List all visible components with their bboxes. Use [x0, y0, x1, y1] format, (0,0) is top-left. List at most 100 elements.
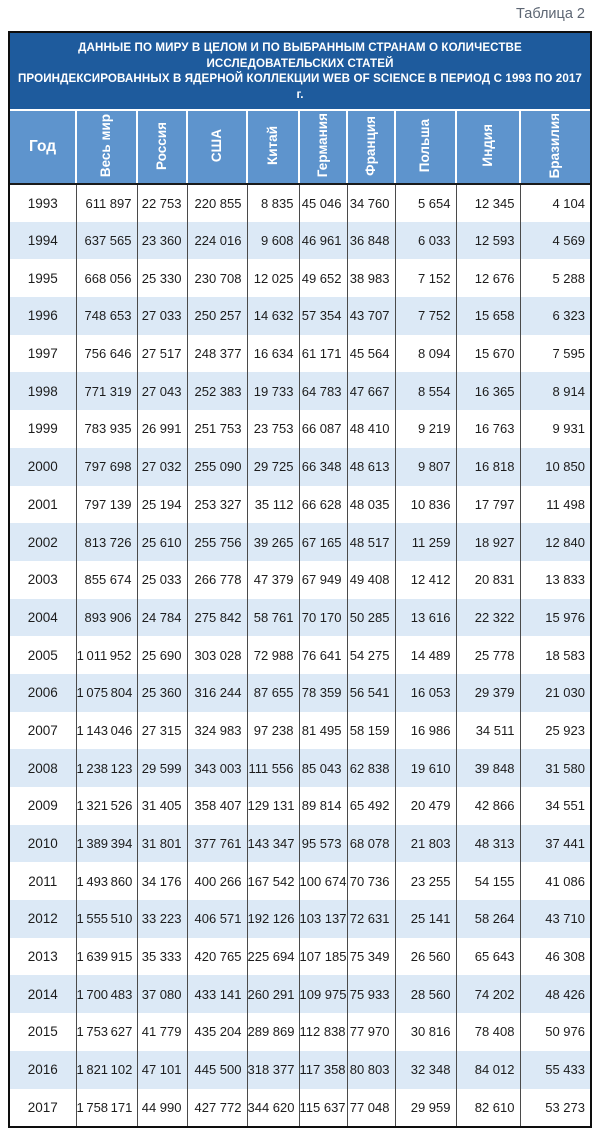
year-cell: 2013 [27, 949, 58, 965]
value-cell-ves-mir: 748 653 [75, 297, 137, 335]
table-row: 2016 1 821 102 47 101 445 500 318 377 117 358… [10, 1050, 590, 1089]
value-cell-polsha: 19 610 [394, 749, 456, 787]
value-cell-braziliya: 9 931 [519, 410, 590, 448]
value-cell-polsha: 16 986 [394, 711, 456, 750]
value-cell-rossiya: 44 990 [136, 1088, 187, 1127]
value-cell-kitay: 47 379 [246, 560, 299, 599]
value-cell-ssha: 343 003 [186, 749, 247, 787]
year-cell: 2009 [27, 798, 58, 814]
year-cell: 2015 [27, 1024, 58, 1040]
value-cell-ssha: 324 983 [186, 711, 247, 750]
table-row: 1993 611 897 22 753 220 855 8 835 45 046 34 76… [10, 184, 590, 222]
table-row: 2017 1 758 171 44 990 427 772 344 620 115 637… [10, 1088, 590, 1127]
value-cell-rossiya: 27 032 [136, 447, 187, 486]
value-cell-ves-mir: 1 493 860 [75, 862, 137, 901]
value-cell-braziliya: 15 976 [519, 598, 590, 637]
value-cell-ves-mir: 668 056 [75, 259, 137, 298]
value-cell-indiya: 16 365 [455, 372, 520, 411]
value-cell-indiya: 25 778 [455, 636, 520, 674]
value-cell-germaniya: 117 358 [298, 1050, 347, 1089]
value-cell-indiya: 42 866 [455, 787, 520, 825]
value-cell-indiya: 15 670 [455, 334, 520, 373]
year-cell: 2007 [27, 722, 58, 738]
value-cell-ssha: 255 756 [186, 523, 247, 561]
value-cell-rossiya: 33 223 [136, 900, 187, 938]
year-cell: 2010 [27, 836, 58, 852]
value-cell-kitay: 143 347 [246, 824, 299, 863]
value-cell-braziliya: 41 086 [519, 862, 590, 901]
value-cell-braziliya: 25 923 [519, 711, 590, 750]
value-cell-ssha: 427 772 [186, 1088, 247, 1127]
year-cell: 2004 [27, 609, 58, 625]
value-cell-frantsiya: 45 564 [346, 334, 395, 373]
table-caption: Таблица 2 [516, 6, 585, 22]
value-cell-rossiya: 25 610 [136, 523, 187, 561]
value-cell-kitay: 29 725 [246, 447, 299, 486]
value-cell-ves-mir: 797 139 [75, 485, 137, 524]
value-cell-frantsiya: 72 631 [346, 900, 395, 938]
value-cell-ves-mir: 813 726 [75, 523, 137, 561]
column-header-germaniya: Германия [298, 111, 347, 185]
value-cell-germaniya: 67 949 [298, 560, 347, 599]
value-cell-ssha: 248 377 [186, 334, 247, 373]
value-cell-ves-mir: 1 011 952 [75, 636, 137, 674]
column-header-ves-mir: Весь мир [75, 111, 137, 185]
table-row: 2006 1 075 804 25 360 316 244 87 655 78 359 56… [10, 673, 590, 712]
value-cell-kitay: 167 542 [246, 862, 299, 901]
column-header-label: Индия [479, 124, 495, 167]
value-cell-ssha: 230 708 [186, 259, 247, 298]
value-cell-germaniya: 81 495 [298, 711, 347, 750]
value-cell-ves-mir: 1 555 510 [75, 900, 137, 938]
value-cell-germaniya: 85 043 [298, 749, 347, 787]
value-cell-frantsiya: 48 410 [346, 410, 395, 448]
value-cell-germaniya: 70 170 [298, 598, 347, 637]
value-cell-ves-mir: 855 674 [75, 560, 137, 599]
value-cell-germaniya: 100 674 [298, 862, 347, 901]
value-cell-ssha: 253 327 [186, 485, 247, 524]
table-row: 1997 756 646 27 517 248 377 16 634 61 171 45 5… [10, 334, 590, 373]
value-cell-ssha: 316 244 [186, 673, 247, 712]
value-cell-frantsiya: 75 933 [346, 975, 395, 1014]
value-cell-ssha: 220 855 [186, 184, 247, 222]
column-header-braziliya: Бразилия [519, 111, 590, 185]
value-cell-indiya: 78 408 [455, 1013, 520, 1051]
value-cell-germaniya: 64 783 [298, 372, 347, 411]
value-cell-germaniya: 103 137 [298, 900, 347, 938]
value-cell-kitay: 35 112 [246, 485, 299, 524]
value-cell-ves-mir: 783 935 [75, 410, 137, 448]
value-cell-frantsiya: 54 275 [346, 636, 395, 674]
value-cell-germaniya: 61 171 [298, 334, 347, 373]
value-cell-indiya: 15 658 [455, 297, 520, 335]
table-row: 2008 1 238 123 29 599 343 003 111 556 85 043 6… [10, 749, 590, 787]
value-cell-ves-mir: 771 319 [75, 372, 137, 411]
column-header-label: Франция [362, 115, 378, 176]
value-cell-indiya: 22 322 [455, 598, 520, 637]
value-cell-ves-mir: 1 321 526 [75, 787, 137, 825]
year-cell: 1993 [27, 195, 58, 211]
value-cell-ves-mir: 1 758 171 [75, 1088, 137, 1127]
value-cell-germaniya: 66 348 [298, 447, 347, 486]
value-cell-ssha: 445 500 [186, 1050, 247, 1089]
value-cell-ves-mir: 637 565 [75, 221, 137, 260]
table-title-line-2: ПРОИНДЕКСИРОВАННЫХ В ЯДЕРНОЙ КОЛЛЕКЦИИ W… [17, 72, 582, 101]
table-body: 1993 611 897 22 753 220 855 8 835 45 046 34 76… [10, 184, 590, 1127]
value-cell-rossiya: 27 033 [136, 297, 187, 335]
value-cell-kitay: 318 377 [246, 1050, 299, 1089]
value-cell-germaniya: 89 814 [298, 787, 347, 825]
value-cell-ves-mir: 797 698 [75, 447, 137, 486]
value-cell-frantsiya: 48 517 [346, 523, 395, 561]
value-cell-braziliya: 13 833 [519, 560, 590, 599]
year-cell: 2016 [27, 1062, 58, 1078]
value-cell-germaniya: 76 641 [298, 636, 347, 674]
value-cell-frantsiya: 68 078 [346, 824, 395, 863]
value-cell-ssha: 420 765 [186, 937, 247, 976]
value-cell-braziliya: 4 569 [519, 221, 590, 260]
value-cell-kitay: 39 265 [246, 523, 299, 561]
year-cell: 1997 [27, 346, 58, 362]
value-cell-rossiya: 34 176 [136, 862, 187, 901]
value-cell-polsha: 9 807 [394, 447, 456, 486]
value-cell-indiya: 16 763 [455, 410, 520, 448]
value-cell-indiya: 39 848 [455, 749, 520, 787]
value-cell-rossiya: 26 991 [136, 410, 187, 448]
data-table-frame: ДАННЫЕ ПО МИРУ В ЦЕЛОМ И ПО ВЫБРАННЫМ СТ… [8, 31, 592, 1128]
